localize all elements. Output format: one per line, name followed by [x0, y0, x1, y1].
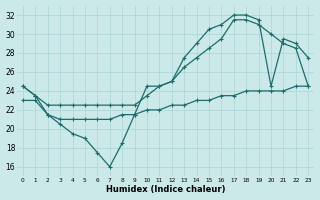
X-axis label: Humidex (Indice chaleur): Humidex (Indice chaleur)	[106, 185, 225, 194]
